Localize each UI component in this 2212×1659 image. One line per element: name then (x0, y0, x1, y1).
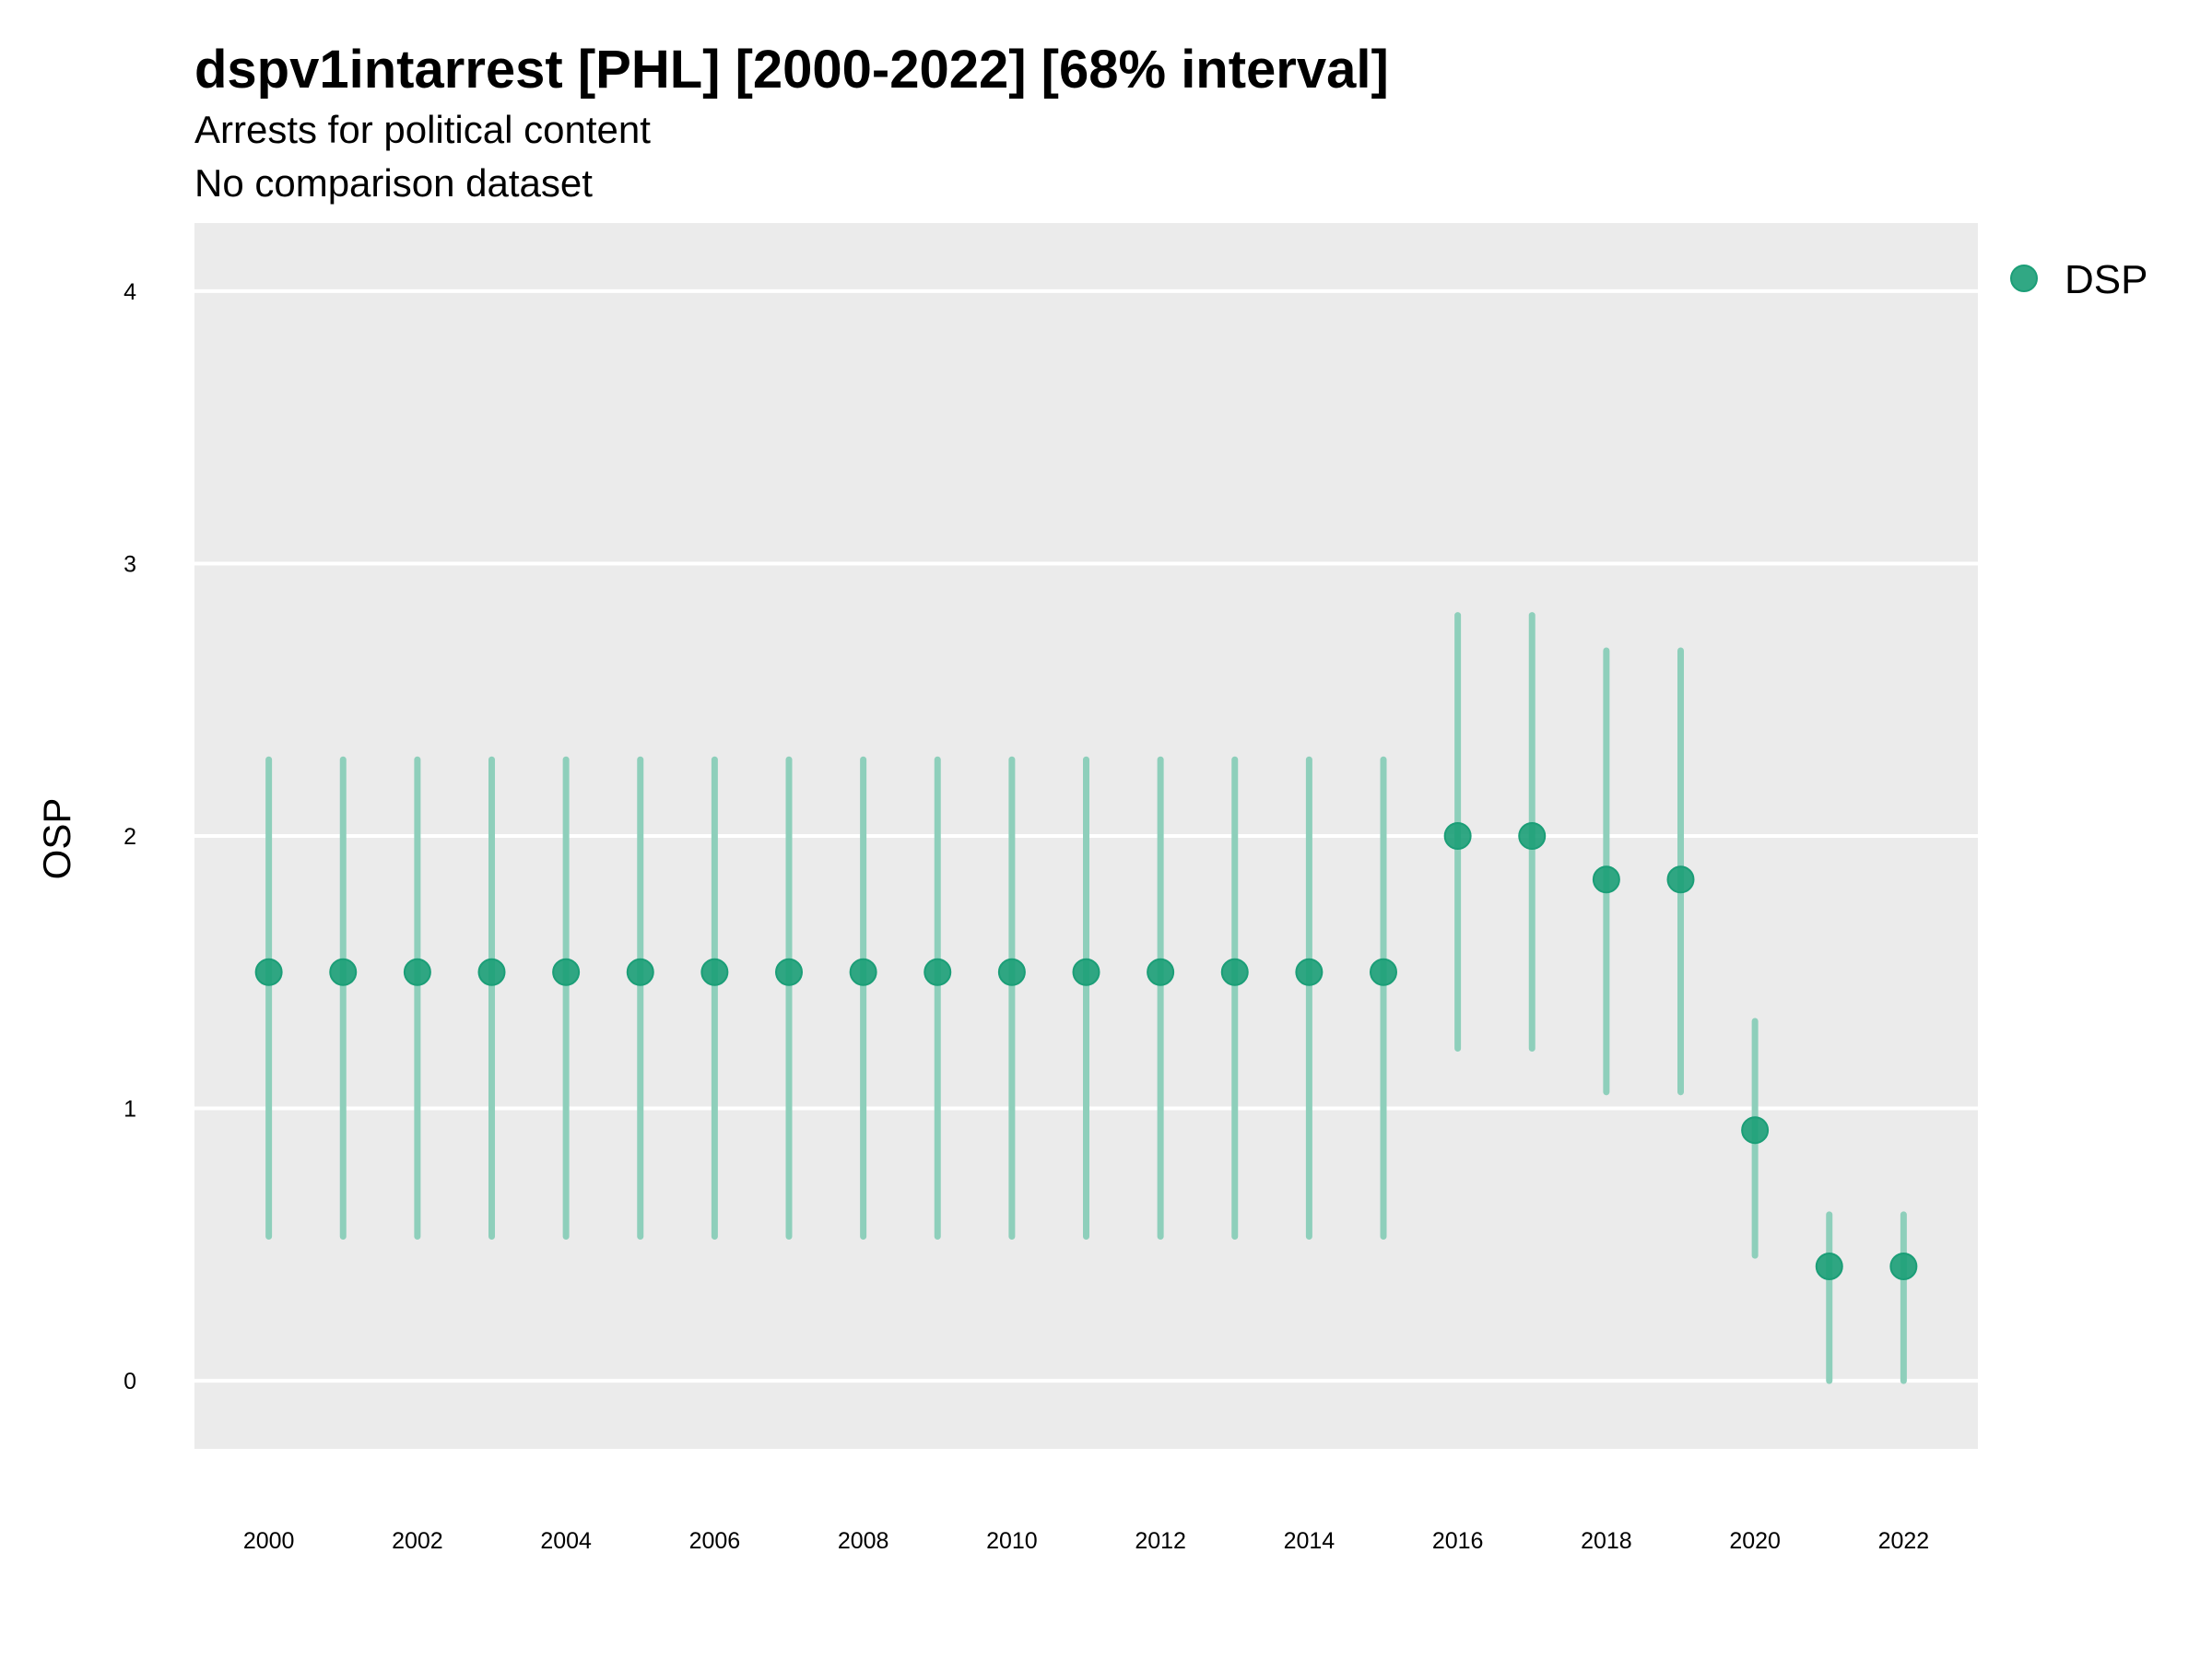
x-tick-label: 2004 (540, 1528, 592, 1554)
legend-dsp-marker (2010, 265, 2038, 292)
data-point (403, 958, 431, 986)
data-point (849, 958, 877, 986)
x-tick-labels: 2000 2002 2004 2006 2008 2010 2012 2014 2016 2018… (243, 1528, 1929, 1554)
data-point (1443, 822, 1472, 850)
x-tick-label: 2000 (243, 1528, 295, 1554)
x-tick-label: 2008 (838, 1528, 889, 1554)
data-point (1295, 958, 1324, 986)
x-tick-label: 2010 (986, 1528, 1038, 1554)
x-tick-label: 2002 (392, 1528, 443, 1554)
data-point (1518, 822, 1547, 850)
x-tick-label: 2022 (1878, 1528, 1930, 1554)
chart-subtitle-1: Arrests for political content (194, 108, 651, 151)
legend-dsp-label: DSP (2065, 257, 2147, 302)
y-axis-label: OSP (35, 798, 78, 880)
x-tick-label: 2016 (1432, 1528, 1484, 1554)
x-tick-label: 2006 (689, 1528, 741, 1554)
data-point (997, 958, 1026, 986)
x-tick-label: 2014 (1284, 1528, 1335, 1554)
legend: DSP (2010, 257, 2147, 302)
y-tick-label: 1 (124, 1097, 136, 1123)
data-point (1741, 1116, 1770, 1145)
data-point (626, 958, 654, 986)
x-tick-label: 2012 (1135, 1528, 1186, 1554)
data-point (1889, 1252, 1918, 1280)
y-tick-label: 3 (124, 551, 136, 577)
data-marks (254, 612, 1918, 1384)
data-point (1220, 958, 1249, 986)
y-tick-label: 2 (124, 824, 136, 850)
data-point (700, 958, 729, 986)
data-point (1370, 958, 1397, 986)
data-point (552, 958, 581, 986)
chart-title: dspv1intarrest [PHL] [2000-2022] [68% in… (194, 40, 1389, 100)
data-point (1666, 865, 1695, 894)
x-tick-label: 2018 (1581, 1528, 1632, 1554)
x-tick-label: 2020 (1729, 1528, 1781, 1554)
chart-subtitle-2: No comparison dataset (194, 161, 593, 205)
y-tick-label: 0 (124, 1369, 136, 1394)
y-tick-labels: 0 1 2 3 4 (124, 279, 136, 1394)
data-point (775, 958, 803, 986)
data-point (477, 958, 506, 986)
y-tick-label: 4 (124, 279, 136, 305)
data-point (924, 958, 952, 986)
data-point (329, 958, 358, 986)
data-point (1592, 865, 1620, 894)
data-point (1815, 1252, 1843, 1280)
data-point (254, 958, 283, 986)
data-point (1072, 958, 1100, 986)
data-point (1147, 958, 1175, 986)
